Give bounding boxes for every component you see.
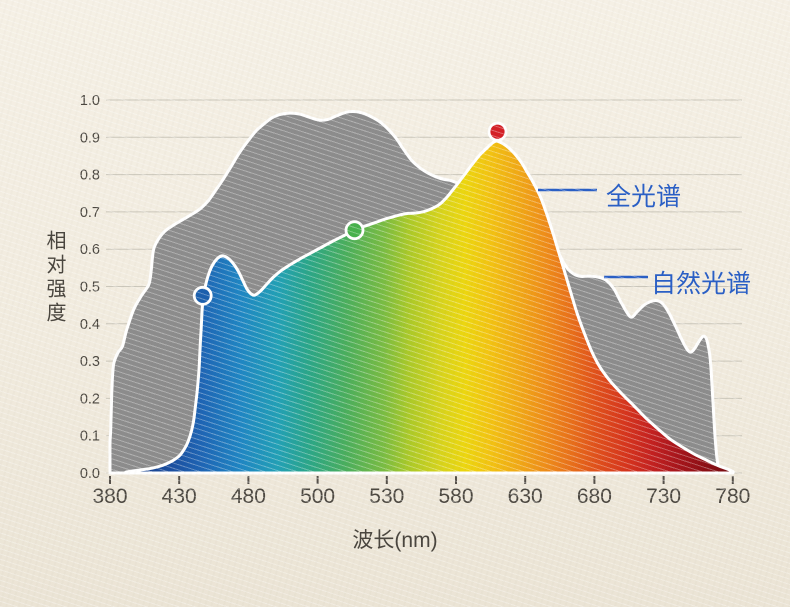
y-tick-label-0.2: 0.2 <box>80 391 100 407</box>
y-tick-label-0.0: 0.0 <box>80 466 100 482</box>
y-tick-label-1.0: 1.0 <box>80 93 100 109</box>
y-tick-label-0.9: 0.9 <box>80 130 100 146</box>
x-tick-label-630: 630 <box>508 485 543 508</box>
y-tick-label-0.8: 0.8 <box>80 168 100 184</box>
x-axis-title: 波长(nm) <box>352 529 438 552</box>
y-tick-label-0.4: 0.4 <box>80 317 100 333</box>
y-tick-label-0.3: 0.3 <box>80 354 100 370</box>
x-tick-label-730: 730 <box>646 485 681 508</box>
x-tick-label-580: 580 <box>438 485 473 508</box>
legend-full-spectrum-label: 全光谱 <box>606 183 682 211</box>
y-tick-label-0.1: 0.1 <box>80 429 100 445</box>
blue-dot-marker <box>192 285 213 306</box>
x-tick-label-530: 530 <box>369 485 404 508</box>
y-tick-label-0.5: 0.5 <box>80 280 100 296</box>
x-tick-label-780: 780 <box>715 485 750 508</box>
x-tick-label-480: 480 <box>231 485 266 508</box>
x-tick-label-680: 680 <box>577 485 612 508</box>
red-dot-marker <box>487 121 508 142</box>
y-axis-title: 相对强度 <box>43 230 65 326</box>
x-tick-label-500: 500 <box>300 485 335 508</box>
x-tick-label-380: 380 <box>92 485 127 508</box>
green-dot-marker <box>344 220 365 241</box>
x-tick-label-430: 430 <box>162 485 197 508</box>
y-tick-label-0.6: 0.6 <box>80 242 100 258</box>
legend-natural-spectrum-label: 自然光谱 <box>651 270 752 298</box>
y-tick-label-0.7: 0.7 <box>80 205 100 221</box>
full-spectrum-curve <box>123 139 735 475</box>
